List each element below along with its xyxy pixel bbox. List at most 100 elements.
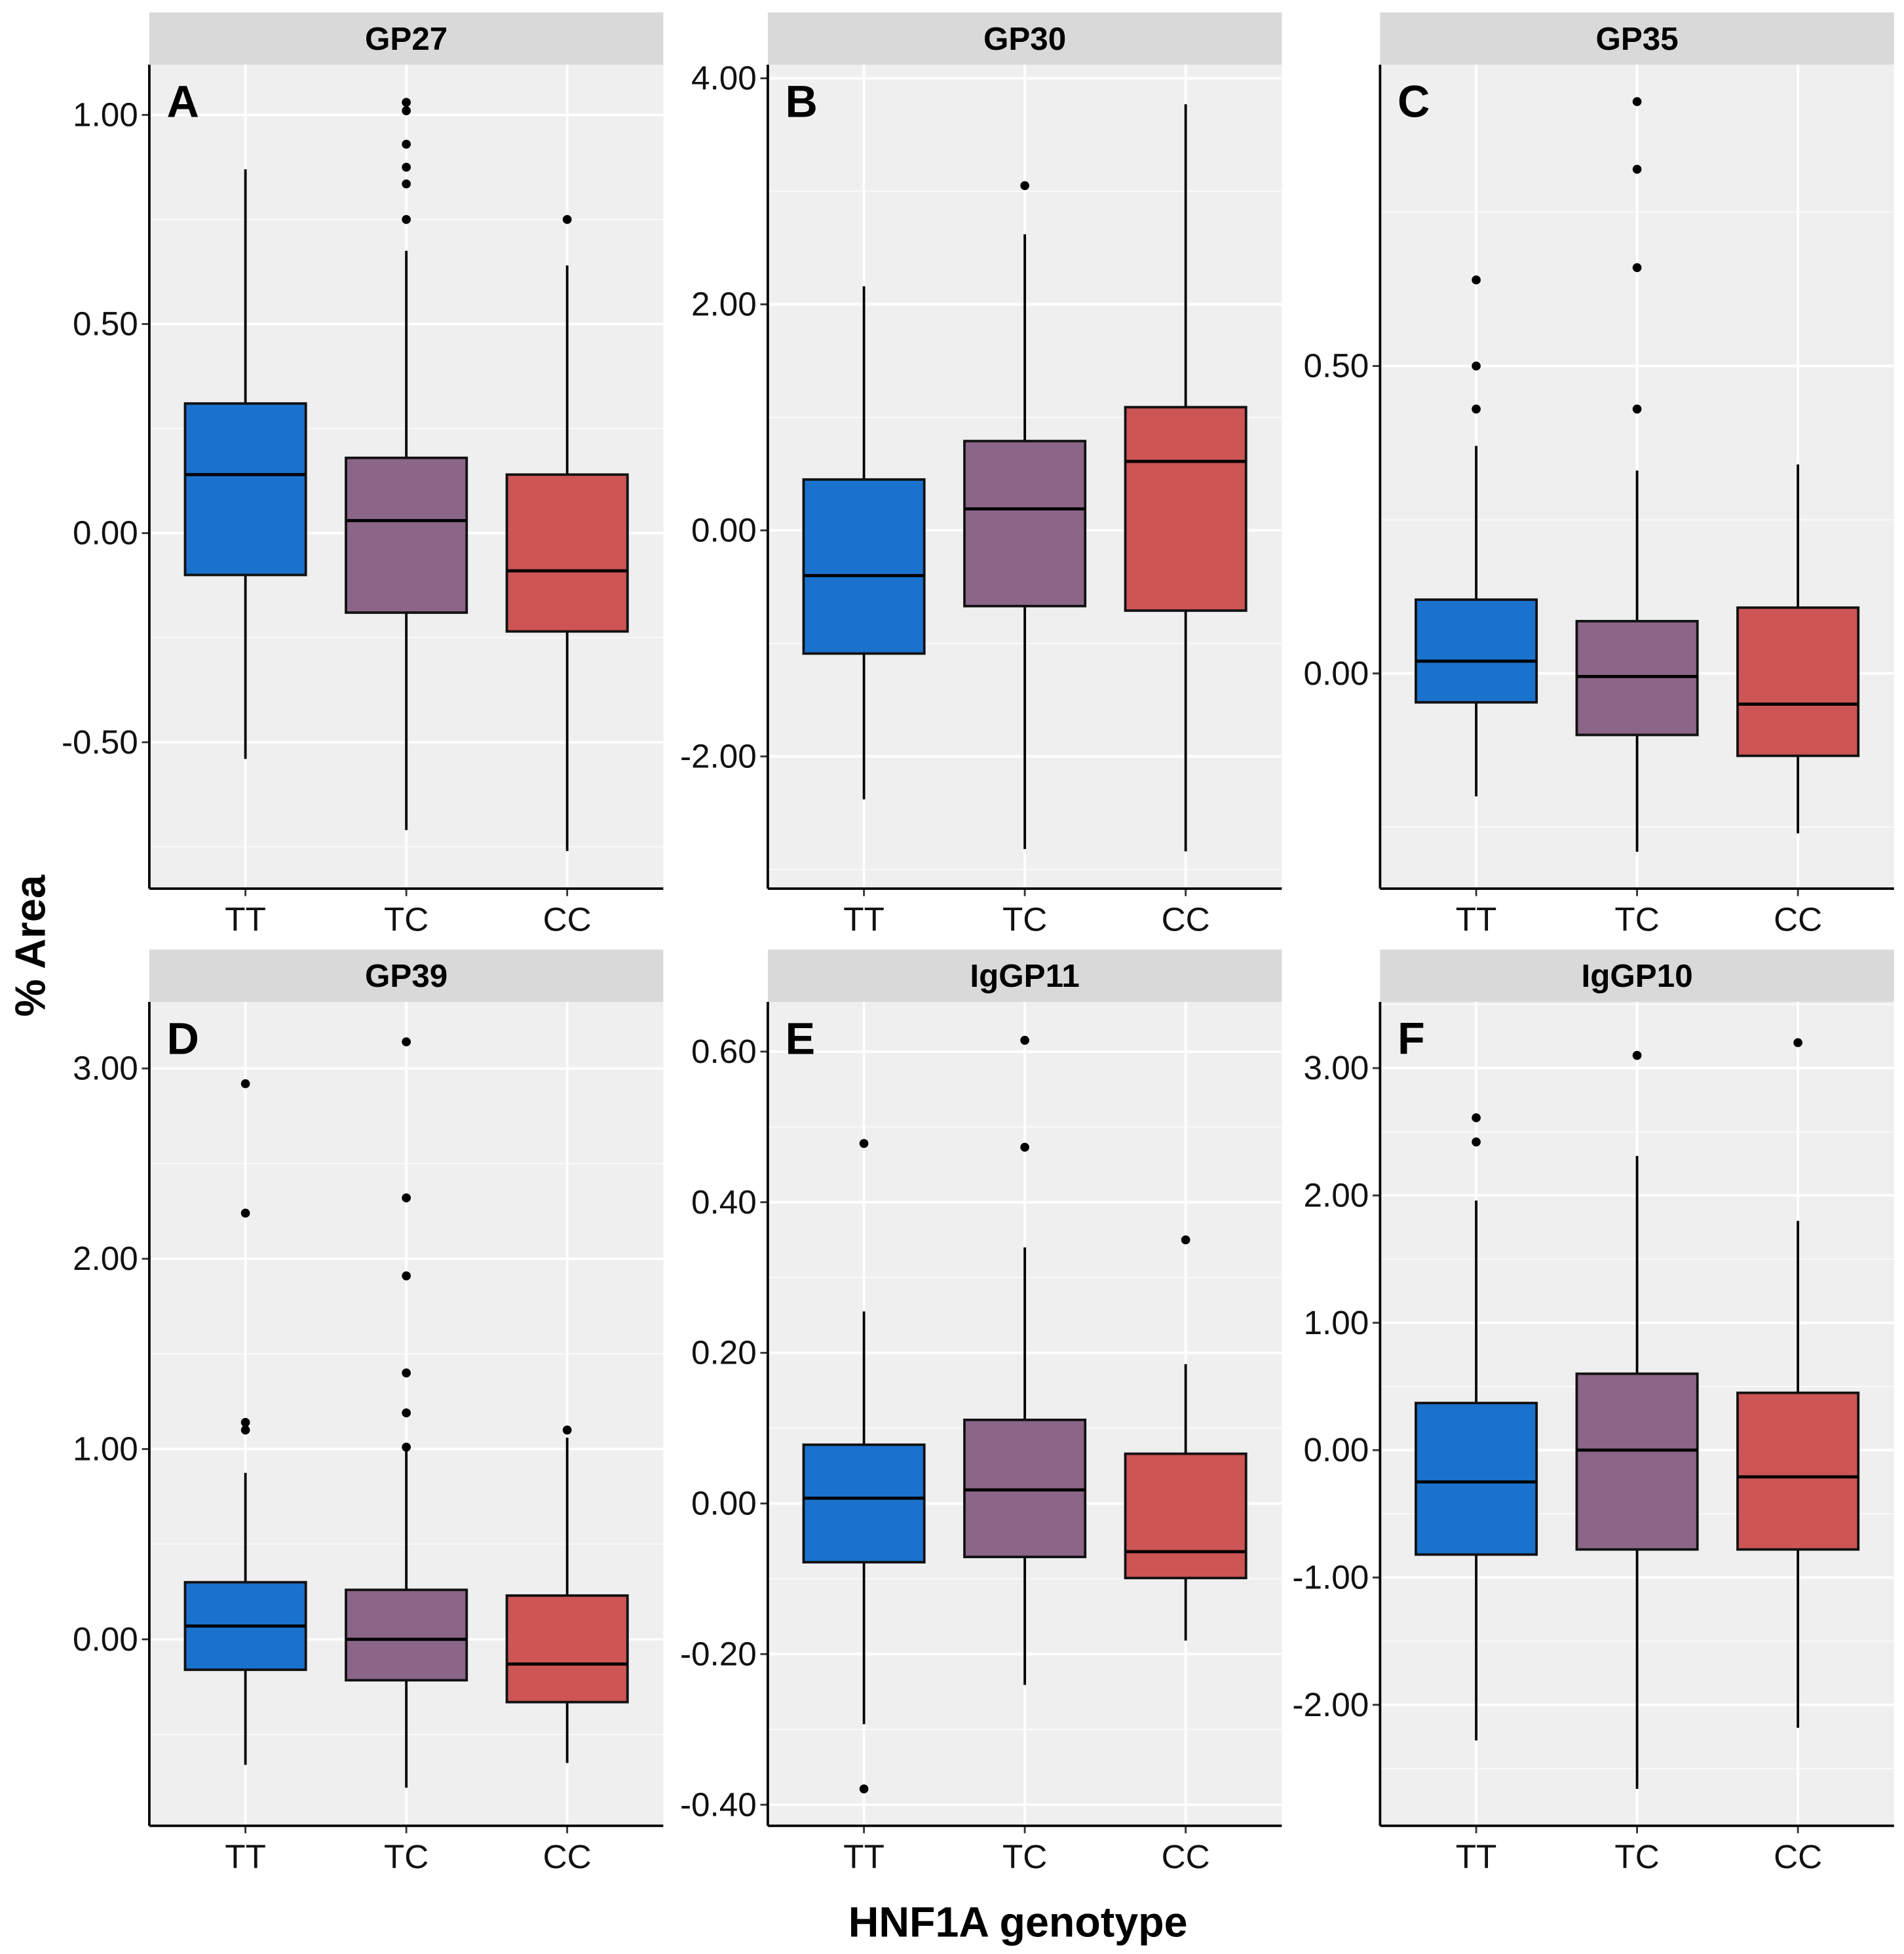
- y-tick-label: 0.00: [1304, 655, 1369, 692]
- y-tick-label: 2.00: [73, 1240, 138, 1277]
- box-tt: [802, 1139, 926, 1793]
- outlier-point: [1472, 1113, 1481, 1122]
- y-tick-label: 1.00: [73, 1430, 138, 1467]
- panel-strip: [149, 949, 664, 1002]
- panel-title: GP35: [1595, 21, 1678, 57]
- panel-title: IgGP11: [970, 958, 1079, 994]
- box-tt: [1415, 1113, 1538, 1741]
- panel-strip: [1380, 949, 1894, 1002]
- outlier-point: [402, 1368, 411, 1378]
- y-axis-title: % Area: [7, 874, 54, 1017]
- y-tick-label: 0.50: [73, 305, 138, 343]
- x-axis-title: HNF1A genotype: [848, 1898, 1188, 1945]
- y-tick-label: 4.00: [691, 60, 757, 97]
- panel-tag: C: [1398, 77, 1430, 127]
- iqr-box: [963, 440, 1087, 607]
- outlier-point: [562, 215, 572, 224]
- panel-gp30: GP30 -2.00 0.00 2.00 4.00 TT TC CC B: [680, 12, 1282, 938]
- y-tick-label: 3.00: [73, 1050, 138, 1087]
- outlier-point: [402, 1037, 411, 1046]
- y-tick-label: 0.40: [691, 1183, 757, 1221]
- iqr-box: [505, 1594, 629, 1704]
- iqr-box: [1736, 1391, 1860, 1551]
- panel-iggp10: IgGP10 -2.00 -1.00 0.00 1.00 2.00 3.00 TT TC CC F: [1292, 949, 1894, 1875]
- y-tick-label: -2.00: [1292, 1686, 1369, 1723]
- y-tick-label: 0.20: [691, 1334, 757, 1371]
- iqr-box: [1736, 606, 1860, 757]
- outlier-point: [240, 1417, 250, 1427]
- outlier-point: [402, 140, 411, 149]
- outlier-point: [240, 1079, 250, 1088]
- y-tick-label: 2.00: [1304, 1176, 1369, 1214]
- iqr-box: [1415, 1402, 1538, 1556]
- y-tick-label: -0.40: [680, 1786, 757, 1823]
- outlier-point: [402, 106, 411, 115]
- outlier-point: [1020, 1142, 1029, 1152]
- outlier-point: [1632, 404, 1642, 414]
- x-tick-label: TC: [1002, 1838, 1047, 1875]
- box-cc: [1124, 104, 1247, 852]
- panel-strip: [1380, 12, 1894, 65]
- outlier-point: [1020, 181, 1029, 191]
- outlier-point: [1632, 263, 1642, 273]
- outlier-point: [402, 1271, 411, 1280]
- outlier-point: [859, 1139, 869, 1148]
- box-cc: [505, 1425, 629, 1763]
- outlier-point: [1632, 164, 1642, 174]
- box-tt: [1415, 275, 1538, 797]
- iqr-box: [1415, 598, 1538, 704]
- x-tick-label: TT: [225, 901, 266, 938]
- x-tick-label: TC: [1614, 1838, 1659, 1875]
- x-tick-label: TT: [843, 1838, 885, 1875]
- panel-tag: B: [785, 77, 817, 127]
- box-cc: [1124, 1235, 1247, 1641]
- iqr-box: [802, 1443, 926, 1563]
- panel-strip: [767, 949, 1282, 1002]
- panel-strip: [149, 12, 664, 65]
- y-tick-label: -2.00: [680, 737, 757, 775]
- iqr-box: [183, 402, 307, 577]
- outlier-point: [240, 1208, 250, 1218]
- box-tt: [183, 1079, 307, 1765]
- box-tt: [183, 169, 307, 759]
- panel-title: GP27: [365, 21, 447, 57]
- iqr-box: [1575, 1372, 1699, 1551]
- x-tick-label: TC: [384, 1838, 428, 1875]
- box-cc: [1736, 1038, 1860, 1728]
- outlier-point: [562, 1425, 572, 1435]
- panel-gp27: GP27 -0.50 0.00 0.50 1.00 TT TC CC A: [62, 12, 664, 938]
- panel-tag: D: [167, 1014, 199, 1064]
- y-tick-label: 0.00: [691, 511, 757, 548]
- x-tick-label: CC: [1162, 901, 1210, 938]
- iqr-box: [505, 473, 629, 633]
- x-tick-label: CC: [1162, 1838, 1210, 1875]
- outlier-point: [240, 1425, 250, 1435]
- x-tick-label: TT: [225, 1838, 266, 1875]
- panel-title: GP39: [365, 958, 447, 994]
- iqr-box: [345, 1588, 468, 1682]
- outlier-point: [1632, 97, 1642, 106]
- outlier-point: [1632, 1050, 1642, 1060]
- x-tick-label: CC: [1774, 1838, 1822, 1875]
- y-tick-label: 0.00: [73, 514, 138, 552]
- outlier-point: [1472, 275, 1481, 285]
- outlier-point: [1793, 1038, 1802, 1048]
- x-tick-label: TT: [843, 901, 885, 938]
- outlier-point: [402, 1193, 411, 1202]
- y-tick-label: -1.00: [1292, 1558, 1369, 1596]
- y-tick-label: 0.00: [1304, 1431, 1369, 1468]
- x-tick-label: TT: [1456, 901, 1497, 938]
- x-tick-label: TT: [1456, 1838, 1497, 1875]
- outlier-point: [1472, 1137, 1481, 1147]
- panel-tag: F: [1398, 1014, 1425, 1064]
- x-tick-label: TC: [384, 901, 428, 938]
- iqr-box: [802, 478, 926, 655]
- y-tick-label: -0.20: [680, 1635, 757, 1672]
- outlier-point: [402, 215, 411, 224]
- iqr-box: [1124, 406, 1247, 612]
- panel-tag: E: [785, 1014, 815, 1064]
- outlier-point: [402, 98, 411, 107]
- x-tick-label: CC: [543, 901, 592, 938]
